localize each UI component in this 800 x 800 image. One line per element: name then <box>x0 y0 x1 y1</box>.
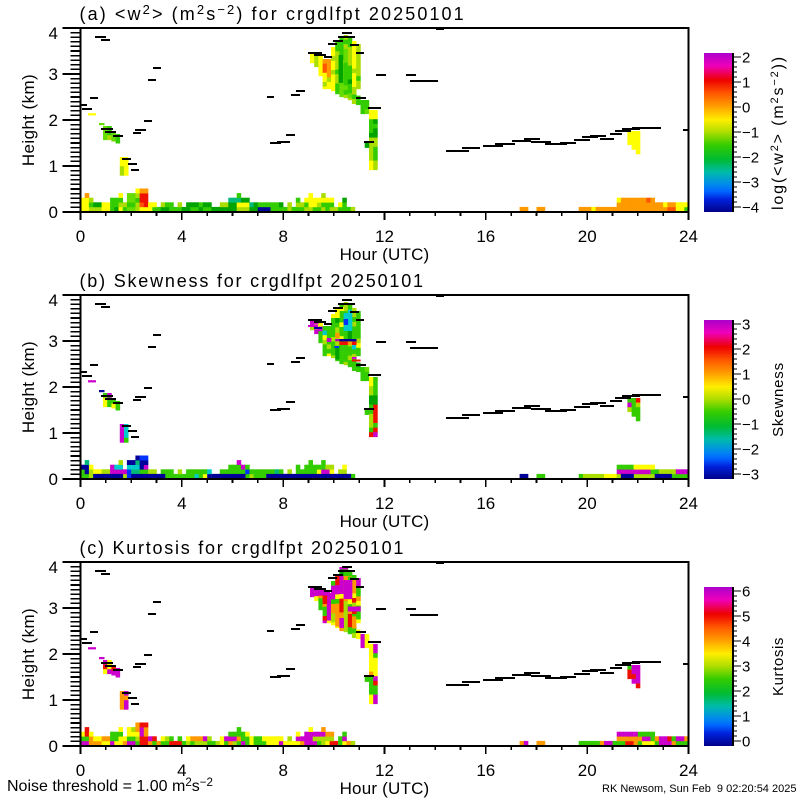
svg-text:0: 0 <box>742 100 750 117</box>
svg-text:RK Newsom, Sun Feb 9 02:20:54: RK Newsom, Sun Feb 9 02:20:54 2025 <box>602 783 796 795</box>
svg-text:Hour (UTC): Hour (UTC) <box>340 779 430 798</box>
svg-text:2: 2 <box>49 645 58 664</box>
svg-text:6: 6 <box>742 584 750 601</box>
svg-text:−4: −4 <box>742 200 759 217</box>
svg-text:−1: −1 <box>742 125 759 142</box>
svg-text:2: 2 <box>742 50 750 67</box>
svg-text:3: 3 <box>742 659 750 676</box>
svg-text:4: 4 <box>177 227 186 246</box>
svg-text:4: 4 <box>742 634 750 651</box>
svg-text:0: 0 <box>76 227 85 246</box>
svg-text:−1: −1 <box>742 417 759 434</box>
svg-text:20: 20 <box>578 761 597 780</box>
svg-text:Skewness: Skewness <box>770 362 787 437</box>
svg-text:3: 3 <box>742 317 750 334</box>
svg-text:5: 5 <box>742 609 750 626</box>
svg-text:Height (km): Height (km) <box>19 74 38 166</box>
svg-text:Hour (UTC): Hour (UTC) <box>340 245 430 264</box>
svg-text:4: 4 <box>49 291 58 310</box>
svg-text:0: 0 <box>742 392 750 409</box>
svg-text:Hour (UTC): Hour (UTC) <box>340 512 430 531</box>
svg-text:12: 12 <box>375 494 394 513</box>
svg-text:8: 8 <box>278 494 287 513</box>
svg-text:0: 0 <box>76 494 85 513</box>
svg-text:20: 20 <box>578 227 597 246</box>
svg-text:1: 1 <box>742 709 750 726</box>
svg-text:−3: −3 <box>742 175 759 192</box>
svg-text:20: 20 <box>578 494 597 513</box>
svg-text:0: 0 <box>76 761 85 780</box>
svg-text:2: 2 <box>742 684 750 701</box>
svg-text:4: 4 <box>49 558 58 577</box>
svg-text:Height (km): Height (km) <box>19 341 38 433</box>
svg-text:−2: −2 <box>742 442 759 459</box>
svg-text:(a) <w2> (m2s−2) for crgdlfpt: (a) <w2> (m2s−2) for crgdlfpt 20250101 <box>80 2 466 24</box>
svg-text:24: 24 <box>679 227 698 246</box>
svg-text:0: 0 <box>742 734 750 751</box>
svg-text:0: 0 <box>49 737 58 756</box>
svg-text:16: 16 <box>476 761 495 780</box>
svg-text:8: 8 <box>278 761 287 780</box>
svg-text:0: 0 <box>49 470 58 489</box>
svg-text:3: 3 <box>49 65 58 84</box>
svg-text:1: 1 <box>49 424 58 443</box>
svg-text:2: 2 <box>49 111 58 130</box>
svg-text:16: 16 <box>476 227 495 246</box>
svg-text:3: 3 <box>49 599 58 618</box>
svg-text:4: 4 <box>49 24 58 43</box>
svg-text:log(<w2> (m2s−2)): log(<w2> (m2s−2)) <box>769 55 787 210</box>
svg-text:1: 1 <box>742 75 750 92</box>
svg-text:2: 2 <box>49 378 58 397</box>
svg-text:−3: −3 <box>742 467 759 484</box>
svg-text:24: 24 <box>679 494 698 513</box>
svg-text:Noise threshold = 1.00 m2s−2: Noise threshold = 1.00 m2s−2 <box>7 777 213 795</box>
svg-text:2: 2 <box>742 342 750 359</box>
svg-text:4: 4 <box>177 761 186 780</box>
svg-text:1: 1 <box>742 367 750 384</box>
svg-text:−2: −2 <box>742 150 759 167</box>
svg-text:Kurtosis: Kurtosis <box>770 637 787 696</box>
svg-text:8: 8 <box>278 227 287 246</box>
svg-text:12: 12 <box>375 761 394 780</box>
svg-text:1: 1 <box>49 157 58 176</box>
svg-text:12: 12 <box>375 227 394 246</box>
svg-text:0: 0 <box>49 203 58 222</box>
svg-text:Height (km): Height (km) <box>19 608 38 700</box>
svg-text:16: 16 <box>476 494 495 513</box>
svg-text:4: 4 <box>177 494 186 513</box>
svg-text:(b) Skewness for crgdlfpt 2025: (b) Skewness for crgdlfpt 20250101 <box>80 271 425 291</box>
svg-text:(c) Kurtosis for crgdlfpt 2025: (c) Kurtosis for crgdlfpt 20250101 <box>80 538 406 558</box>
svg-text:3: 3 <box>49 332 58 351</box>
svg-text:1: 1 <box>49 691 58 710</box>
svg-text:24: 24 <box>679 761 698 780</box>
